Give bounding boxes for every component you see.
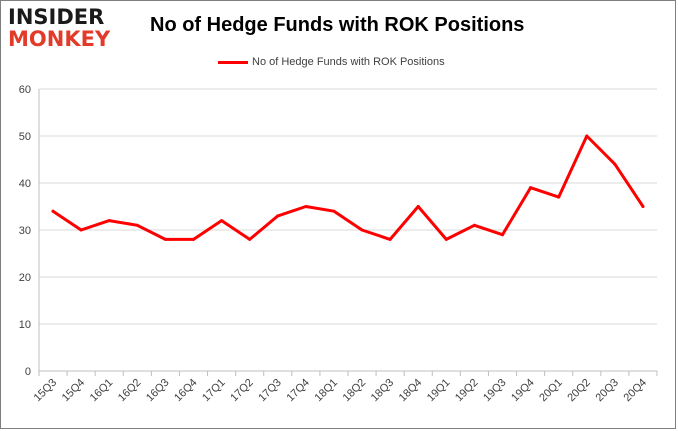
- x-tick-label: 20Q3: [593, 377, 621, 405]
- x-tick-label: 17Q4: [284, 377, 312, 405]
- x-tick-label: 16Q1: [88, 377, 116, 405]
- x-tick-label: 19Q4: [509, 377, 537, 405]
- data-point: [613, 162, 617, 166]
- data-point: [416, 205, 420, 208]
- data-point: [585, 134, 589, 138]
- logo-line-2: MONKEY: [8, 27, 111, 51]
- y-tick-label: 10: [19, 319, 31, 331]
- data-point: [248, 237, 252, 241]
- x-tick-label: 17Q3: [256, 377, 284, 405]
- x-tick-label: 18Q3: [369, 377, 397, 405]
- x-tick-label: 16Q3: [144, 377, 172, 405]
- data-point: [135, 223, 139, 227]
- logo-line-1: INSIDER: [8, 5, 105, 29]
- series-line: [51, 134, 645, 241]
- y-tick-label: 40: [19, 178, 31, 190]
- data-point: [163, 237, 167, 241]
- insider-monkey-logo: INSIDER MONKEY: [8, 6, 110, 50]
- y-tick-label: 30: [19, 225, 31, 237]
- y-tick-label: 60: [19, 84, 31, 96]
- data-point: [472, 223, 476, 227]
- legend-swatch: [218, 60, 248, 64]
- chart-legend: No of Hedge Funds with ROK Positions: [218, 54, 445, 70]
- data-point: [276, 214, 280, 218]
- legend-label: No of Hedge Funds with ROK Positions: [252, 56, 445, 68]
- data-point: [529, 186, 533, 190]
- x-tick-label: 20Q4: [622, 377, 650, 405]
- x-tick-label: 16Q2: [116, 377, 144, 405]
- chart-title: No of Hedge Funds with ROK Positions: [150, 14, 525, 36]
- y-tick-label: 20: [19, 272, 31, 284]
- x-tick-label: 15Q4: [60, 377, 88, 405]
- y-tick-label: 50: [19, 131, 31, 143]
- y-tick-label: 0: [25, 366, 31, 378]
- data-point: [220, 219, 224, 223]
- x-tick-label: 18Q2: [341, 377, 369, 405]
- data-point: [444, 237, 448, 241]
- x-tick-label: 18Q1: [313, 377, 341, 405]
- x-tick-label: 18Q4: [397, 377, 425, 405]
- data-point: [107, 219, 111, 223]
- x-tick-label: 19Q2: [453, 377, 481, 405]
- x-tick-label: 17Q2: [228, 377, 256, 405]
- data-point: [360, 228, 364, 232]
- data-point: [51, 209, 55, 213]
- data-point: [79, 228, 83, 232]
- data-point: [641, 205, 645, 208]
- x-tick-label: 20Q1: [537, 377, 565, 405]
- x-tick-label: 16Q4: [172, 377, 200, 405]
- data-point: [332, 209, 336, 213]
- data-point: [192, 237, 195, 241]
- data-point: [388, 237, 392, 241]
- data-point: [501, 233, 504, 237]
- x-tick-label: 15Q3: [32, 377, 60, 405]
- x-tick-label: 17Q1: [200, 377, 228, 405]
- x-tick-label: 20Q2: [565, 377, 593, 405]
- data-point: [304, 205, 308, 208]
- x-tick-label: 19Q1: [425, 377, 453, 405]
- x-tick-label: 19Q3: [481, 377, 509, 405]
- data-point: [557, 195, 561, 199]
